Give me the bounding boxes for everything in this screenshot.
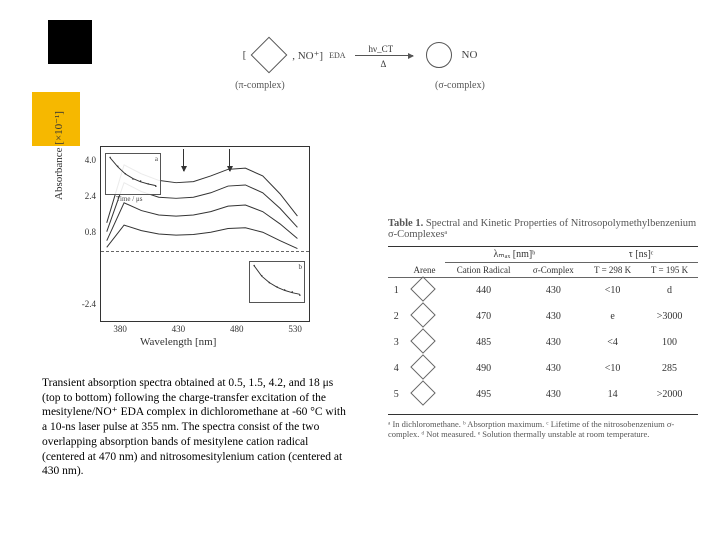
reaction-scheme: [ , NO⁺] EDA hν_CT Δ NO (π-complex) (σ-c…	[160, 38, 560, 118]
table-cell	[404, 356, 444, 382]
table-column-header: σ-Complex	[523, 263, 585, 278]
inset-a-marker: a	[155, 155, 158, 163]
scheme-arrow-bottom-label: Δ	[381, 59, 387, 69]
scheme-bracket-left: [	[243, 49, 247, 61]
chart-arrow-470	[229, 149, 230, 171]
table-cell: 3	[388, 330, 404, 356]
decor-black-square	[48, 20, 92, 64]
table-colgroup-tau: τ [ns]ᶜ	[584, 247, 698, 263]
chart-inset-a: a Time / μs	[105, 153, 161, 195]
scheme-sub-eda: EDA	[329, 51, 345, 60]
inset-b-marker: b	[299, 263, 303, 271]
chart-zero-line	[101, 251, 309, 252]
table-colgroup-lambda: λₘₐₓ [nm]ᵇ	[445, 247, 584, 263]
scheme-species-left: , NO⁺]	[292, 49, 323, 62]
table-cell: 430	[523, 330, 585, 356]
table-cell: 430	[523, 278, 585, 304]
table-column-header: T = 298 K	[584, 263, 641, 278]
table-cell	[404, 304, 444, 330]
table-cell: <4	[584, 330, 641, 356]
chart-xtick: 430	[172, 324, 186, 334]
chart-ytick: -2.4	[74, 299, 96, 309]
table-cell: <10	[584, 278, 641, 304]
table-cell: 4	[388, 356, 404, 382]
table-column-header: Arene	[404, 263, 444, 278]
table-column-header: Cation Radical	[445, 263, 523, 278]
table-body: λₘₐₓ [nm]ᵇ τ [ns]ᶜ AreneCation Radicalσ-…	[388, 246, 698, 408]
arene-structure-left	[252, 38, 286, 72]
table-cell: d	[641, 278, 698, 304]
table-cell: 430	[523, 304, 585, 330]
table-cell: 430	[523, 356, 585, 382]
inset-a-trace	[106, 154, 160, 194]
properties-table: Table 1. Spectral and Kinetic Properties…	[388, 218, 698, 440]
table-column-header	[388, 263, 404, 278]
inset-a-xlabel: Time / μs	[116, 195, 142, 203]
scheme-arrow: hν_CT Δ	[355, 55, 413, 56]
chart-ytick: 0.8	[74, 227, 96, 237]
table-row: 2 470430e>3000	[388, 304, 698, 330]
arene-structure-icon	[411, 328, 436, 353]
table-row: 5 49543014>2000	[388, 382, 698, 408]
arene-structure-right	[422, 38, 456, 72]
chart-ylabel: Absorbance [×10⁻¹]	[52, 111, 65, 200]
table-row: 4 490430<10285	[388, 356, 698, 382]
table-rows: 1440430<10d2470430e>30003485430<41004490…	[388, 278, 698, 408]
table-cell: <10	[584, 356, 641, 382]
table-cell: 2	[388, 304, 404, 330]
chart-inset-b: b	[249, 261, 305, 303]
table-cell: 485	[445, 330, 523, 356]
table-cell: >2000	[641, 382, 698, 408]
table-cell: 430	[523, 382, 585, 408]
inset-b-trace	[250, 262, 304, 302]
table-cell: >3000	[641, 304, 698, 330]
chart-ytick: 4.0	[74, 155, 96, 165]
table-column-header: T = 195 K	[641, 263, 698, 278]
table-cell: 490	[445, 356, 523, 382]
arene-structure-icon	[411, 302, 436, 327]
table-cell: 495	[445, 382, 523, 408]
scheme-caption-left: (π-complex)	[235, 80, 284, 91]
table-cell: 14	[584, 382, 641, 408]
chart-arrow-430	[183, 149, 184, 171]
table-title-prefix: Table 1.	[388, 218, 423, 229]
spectra-chart: Absorbance [×10⁻¹] Wavelength [nm] -2.40…	[60, 140, 330, 355]
table-cell: 440	[445, 278, 523, 304]
table-cell	[404, 278, 444, 304]
table-cell: 1	[388, 278, 404, 304]
table-cell: 5	[388, 382, 404, 408]
table-title: Table 1. Spectral and Kinetic Properties…	[388, 218, 698, 240]
table-footnotes: ᵃ In dichloromethane. ᵇ Absorption maxim…	[388, 414, 698, 440]
chart-xlabel: Wavelength [nm]	[140, 336, 216, 348]
arene-structure-icon	[411, 277, 436, 302]
table-header-row: AreneCation Radicalσ-ComplexT = 298 KT =…	[388, 263, 698, 278]
chart-xtick: 530	[288, 324, 302, 334]
table-cell: 100	[641, 330, 698, 356]
table-title-rest: Spectral and Kinetic Properties of Nitro…	[388, 218, 696, 240]
chart-xtick: 480	[230, 324, 244, 334]
scheme-arrow-top-label: hν_CT	[369, 44, 394, 54]
arene-structure-icon	[411, 380, 436, 405]
figure-caption: Transient absorption spectra obtained at…	[42, 376, 352, 479]
arene-structure-icon	[411, 354, 436, 379]
table-cell: 470	[445, 304, 523, 330]
table-row: 3 485430<4100	[388, 330, 698, 356]
table-cell: 285	[641, 356, 698, 382]
chart-xtick: 380	[113, 324, 127, 334]
scheme-species-right: NO	[462, 49, 478, 61]
table-cell: e	[584, 304, 641, 330]
table-cell	[404, 330, 444, 356]
table-row: 1 440430<10d	[388, 278, 698, 304]
chart-plot-area: a Time / μs b	[100, 146, 310, 322]
table-cell	[404, 382, 444, 408]
scheme-caption-right: (σ-complex)	[435, 80, 485, 91]
chart-ytick: 2.4	[74, 191, 96, 201]
